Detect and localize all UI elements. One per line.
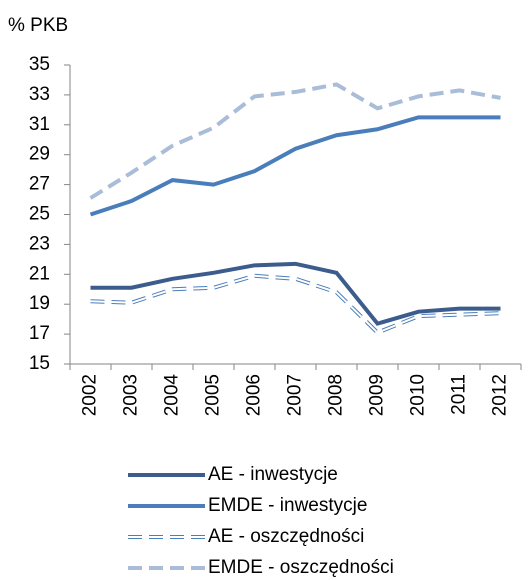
series-line	[89, 115, 501, 217]
series-line	[89, 82, 501, 200]
y-tick-label: 29	[29, 144, 50, 165]
x-tick-label: 2008	[326, 374, 347, 416]
series-line-inner	[90, 274, 501, 334]
y-tick-label: 31	[29, 114, 50, 135]
y-axis-label: % PKB	[8, 15, 68, 36]
y-tick-label: 23	[29, 233, 50, 254]
x-tick-label: 2007	[285, 374, 306, 416]
x-tick-label: 2006	[244, 374, 265, 416]
x-tick-label: 2010	[408, 374, 429, 416]
x-tick-label: 2005	[203, 374, 224, 416]
y-tick-label: 19	[29, 293, 50, 314]
y-tick-label: 15	[29, 353, 50, 374]
x-tick-label: 2003	[121, 374, 142, 416]
y-tick-label: 21	[29, 263, 50, 284]
x-tick-label: 2004	[162, 374, 183, 417]
y-tick-label: 17	[29, 323, 50, 344]
y-tick-label: 35	[29, 54, 50, 75]
x-tick-label: 2011	[449, 374, 470, 415]
y-tick-label: 27	[29, 174, 50, 195]
legend-label: EMDE - inwestycje	[208, 495, 367, 516]
legend-label: AE - inwestycje	[208, 464, 338, 485]
y-tick-label: 33	[29, 84, 50, 105]
legend-label: AE - oszczędności	[208, 526, 364, 547]
series-line	[90, 261, 501, 326]
x-tick-label: 2009	[367, 374, 388, 416]
x-tick-label: 2012	[490, 374, 511, 416]
legend-label: EMDE - oszczędności	[208, 557, 394, 578]
x-tick-label: 2002	[80, 374, 101, 416]
y-tick-label: 25	[29, 204, 50, 225]
